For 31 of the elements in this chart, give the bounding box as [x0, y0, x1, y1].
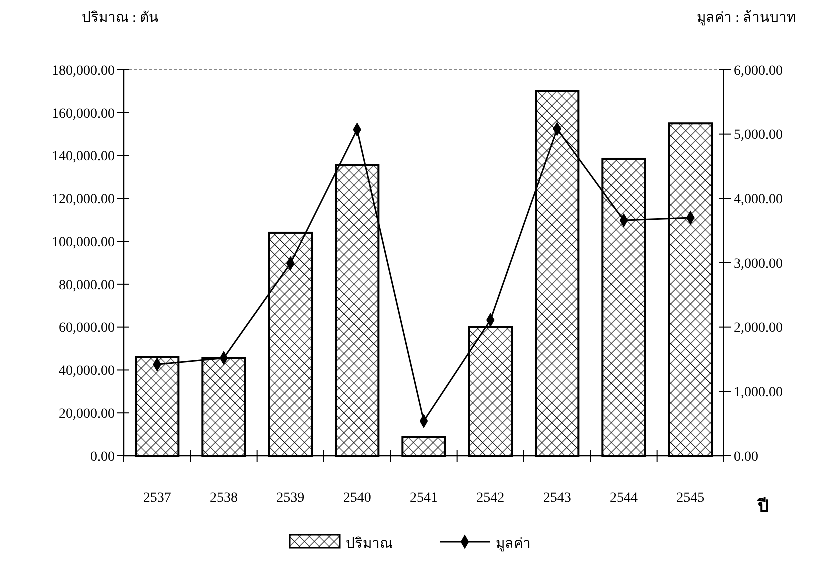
y2-tick-label: 1,000.00	[734, 386, 783, 401]
x-tick-label: 2544	[610, 491, 638, 506]
y2-tick-label: 2,000.00	[734, 321, 783, 336]
y-tick-label: 120,000.00	[52, 192, 115, 208]
y-tick-label: 80,000.00	[59, 278, 115, 294]
x-tick-label: 2545	[676, 491, 705, 506]
y2-tick-label: 4,000.00	[734, 192, 783, 208]
y-tick-label: 40,000.00	[59, 364, 115, 380]
x-tick-label: 2542	[476, 491, 505, 506]
x-axis-title: ปี	[757, 496, 769, 516]
x-tick-label: 2539	[276, 491, 305, 506]
x-tick-label: 2541	[410, 491, 438, 506]
y-tick-label: 0.00	[90, 450, 115, 465]
y-tick-label: 160,000.00	[52, 106, 115, 122]
y2-axis-title: มูลค่า : ล้านบาท	[697, 10, 796, 26]
y-axis-title: ปริมาณ : ตัน	[82, 11, 159, 26]
y2-tick-label: 3,000.00	[734, 256, 783, 272]
legend-label: ปริมาณ	[346, 537, 393, 552]
y-tick-label: 60,000.00	[59, 321, 115, 336]
x-tick-label: 2540	[343, 491, 372, 506]
x-tick-label: 2537	[143, 491, 172, 506]
x-tick-label: 2538	[210, 491, 238, 506]
legend-label: มูลค่า	[496, 537, 531, 552]
y2-tick-label: 5,000.00	[734, 128, 783, 144]
y-tick-label: 140,000.00	[52, 150, 115, 165]
y-tick-label: 180,000.00	[52, 64, 115, 79]
y-tick-label: 100,000.00	[52, 235, 115, 250]
y2-tick-label: 0.00	[734, 450, 758, 465]
y2-tick-label: 6,000.00	[734, 64, 783, 79]
x-tick-label: 2543	[543, 491, 572, 506]
y-tick-label: 20,000.00	[59, 407, 115, 422]
